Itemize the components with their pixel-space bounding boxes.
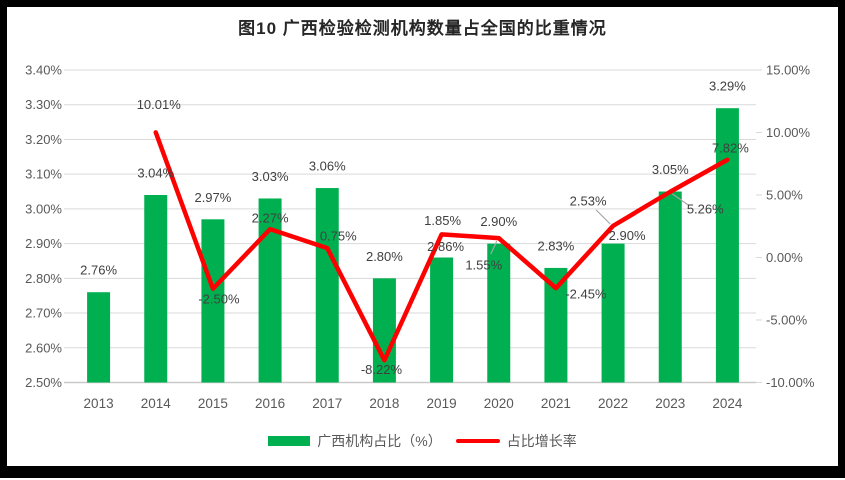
bar-2015 [201,219,225,383]
bar-data-label: 3.03% [252,169,289,184]
left-axis-tick-label: 2.80% [25,271,62,286]
right-axis-tick-label: 10.00% [766,125,811,140]
line-data-label: -8.22% [361,362,403,377]
line-data-label: 2.53% [570,193,607,208]
x-axis-category-label: 2023 [655,396,685,411]
left-axis-tick-label: 3.20% [25,132,62,147]
frame-border-bottom [0,466,845,478]
right-axis-tick-label: 5.00% [766,188,803,203]
bar-2013 [87,292,111,383]
left-axis-tick-label: 2.90% [25,236,62,251]
x-axis-category-label: 2021 [541,396,571,411]
line-data-label: -2.50% [198,291,240,306]
bar-2023 [658,191,682,383]
left-axis-tick-label: 3.00% [25,201,62,216]
x-axis-category-label: 2019 [427,396,457,411]
bar-data-label: 2.86% [427,239,464,254]
right-axis-tick-label: -5.00% [766,313,808,328]
x-axis-category-label: 2016 [255,396,285,411]
left-axis-tick-label: 2.50% [25,375,62,390]
bar-data-label: 3.06% [309,159,346,174]
line-data-label: 5.26% [687,201,724,216]
frame-border-top [0,0,845,7]
left-axis-tick-label: 3.10% [25,167,62,182]
chart-legend: 广西机构占比（%） 占比增长率 [0,431,845,451]
x-axis-category-label: 2017 [312,396,342,411]
x-axis-category-label: 2014 [141,396,172,411]
left-axis-tick-label: 2.70% [25,306,62,321]
bar-2016 [258,198,282,383]
left-axis-tick-label: 3.40% [25,63,62,78]
legend-item-line-series: 占比增长率 [455,431,577,451]
bar-data-label: 2.76% [80,263,117,278]
x-axis-category-label: 2013 [84,396,114,411]
bar-2022 [601,243,625,383]
x-axis-category-label: 2024 [712,396,743,411]
bar-2017 [315,188,339,383]
data-label-leader-line [595,209,611,225]
line-data-label: 10.01% [137,97,182,112]
bar-2024 [715,108,739,383]
line-data-label: 0.75% [320,229,357,244]
x-axis-category-label: 2022 [598,396,628,411]
x-axis-category-label: 2020 [484,396,514,411]
right-axis-tick-label: 0.00% [766,250,803,265]
growth-rate-line [153,130,730,363]
data-label-leader-line [671,193,690,207]
line-data-label: 1.85% [424,213,461,228]
bar-series-legend-label: 广西机构占比（%） [317,433,442,449]
legend-item-bar-series: 广西机构占比（%） [268,431,442,451]
data-label-leader-line [490,240,498,255]
line-data-label: 2.27% [252,211,289,226]
line-series-legend-label: 占比增长率 [506,433,577,449]
bar-2014 [144,195,168,383]
line-series-swatch-icon [455,438,500,444]
bar-2020 [487,243,511,383]
frame-border-left [0,0,7,478]
right-axis-tick-label: -10.00% [766,375,815,390]
right-axis-tick-label: 15.00% [766,63,811,78]
x-axis-category-label: 2015 [198,396,228,411]
left-axis-tick-label: 3.30% [25,97,62,112]
line-data-label: 1.55% [465,258,502,273]
chart-title: 图10 广西检验检测机构数量占全国的比重情况 [238,19,607,38]
bar-data-label: 3.05% [652,162,689,177]
frame-border-right [838,0,845,478]
line-data-label: 7.82% [712,140,749,155]
bar-data-label: 2.90% [609,228,646,243]
bar-data-label: 2.80% [366,249,403,264]
bar-data-label: 2.90% [480,214,517,229]
bar-series-swatch-icon [268,436,311,446]
x-axis-category-label: 2018 [369,396,399,411]
line-data-label: -2.45% [565,287,607,302]
bar-2021 [544,267,568,383]
bar-data-label: 2.83% [537,238,574,253]
bar-data-label: 3.29% [709,79,746,94]
bar-2019 [430,257,454,383]
bar-data-label: 3.04% [137,166,174,181]
left-axis-tick-label: 2.60% [25,340,62,355]
bar-data-label: 2.97% [194,190,231,205]
bar-2018 [372,278,396,383]
